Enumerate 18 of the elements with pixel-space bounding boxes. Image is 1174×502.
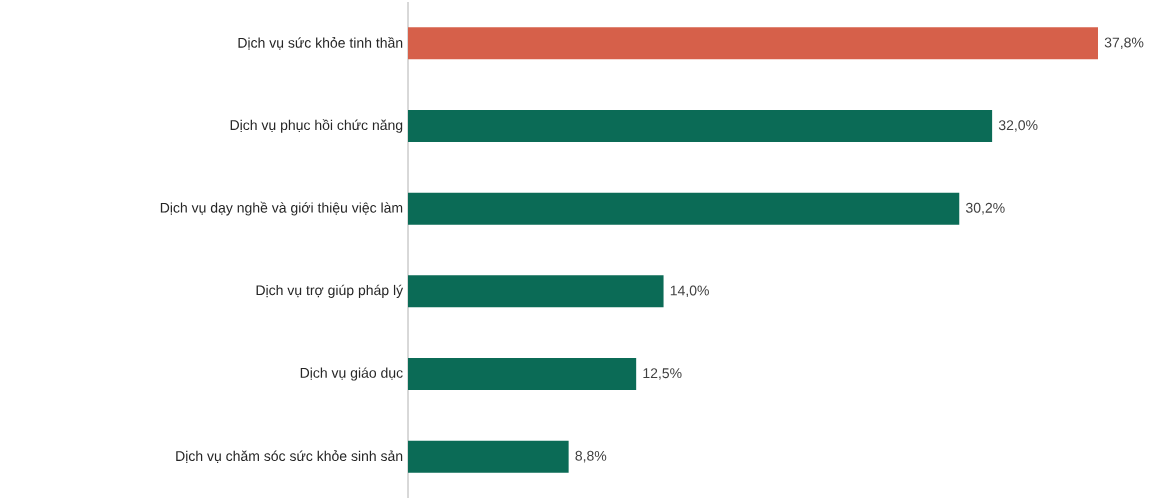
bar: [408, 357, 637, 390]
bar: [408, 275, 664, 308]
data-label: 12,5%: [643, 368, 682, 380]
y-tick-label: Dịch vụ sức khỏe tinh thần: [238, 36, 403, 50]
data-label: 30,2%: [966, 202, 1005, 215]
y-tick-label: Dịch vụ phục hồi chức năng: [230, 119, 403, 133]
data-label: 32,0%: [998, 120, 1038, 132]
y-tick-label: Dịch vụ giáo dục: [300, 367, 403, 381]
y-tick-label: Dịch vụ chăm sóc sức khỏe sinh sản: [176, 450, 403, 464]
bar: [408, 440, 569, 473]
y-tick-label: Dịch vụ trợ giúp pháp lý: [256, 284, 404, 298]
data-label: 37,8%: [1104, 37, 1144, 50]
bar: [408, 110, 993, 142]
bar: [408, 27, 1098, 60]
data-label: 8,8%: [575, 450, 607, 463]
bar: [408, 192, 960, 225]
data-label: 14,0%: [670, 285, 709, 298]
y-tick-label: Dịch vụ dạy nghề và giới thiệu việc làm: [160, 201, 403, 216]
